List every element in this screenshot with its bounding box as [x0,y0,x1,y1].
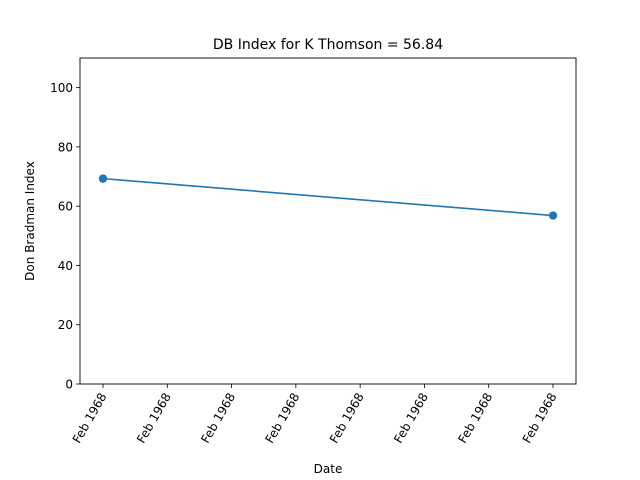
data-point [98,174,108,183]
y-tick-label: 100 [50,81,73,95]
chart-title: DB Index for K Thomson = 56.84 [213,37,443,53]
plot-frame [79,57,577,385]
y-tick-label: 40 [58,259,73,273]
y-tick-label: 0 [65,378,73,392]
y-axis-label: Don Bradman Index [23,161,37,281]
x-axis-label: Date [314,462,343,476]
series-line [102,177,554,217]
y-tick-label: 60 [58,200,73,214]
y-tick-label: 80 [58,140,73,154]
data-point [548,211,558,220]
y-tick-label: 20 [58,318,73,332]
